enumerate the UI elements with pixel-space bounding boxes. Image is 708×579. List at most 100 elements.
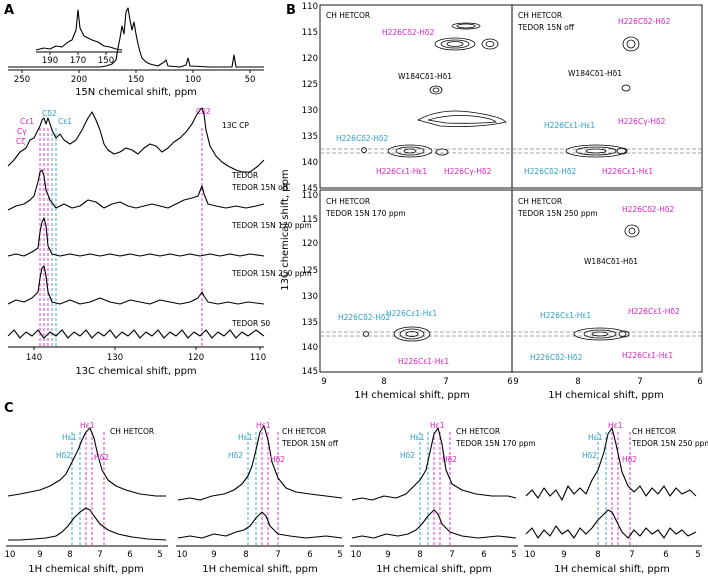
b-y-tick: 125 bbox=[302, 80, 318, 90]
b-x-tick: 8 bbox=[575, 377, 580, 387]
b-subpanel-3: CH HETCOR TEDOR 15N 170 ppm H226Cδ2-Hδ2 … bbox=[319, 189, 513, 373]
b2-label: H226Cδ2-Hδ2 bbox=[524, 167, 576, 176]
c-tick: 7 bbox=[97, 550, 102, 560]
b-y-tick: 145 bbox=[302, 184, 318, 194]
c13-axis: 140 130 120 110 13C chemical shift, ppm bbox=[8, 346, 266, 377]
c-subpanel-4: Hε1 Hε1 Hδ2 Hδ2 CH HETCOR TEDOR 15N 250 … bbox=[524, 421, 708, 547]
b4-label: H226Cε1-Hε1 bbox=[540, 311, 591, 320]
b-y-tick: 145 bbox=[302, 367, 318, 377]
c3-title1: CH HETCOR bbox=[456, 427, 500, 436]
b-y-tick: 115 bbox=[302, 28, 318, 38]
c13-trace-tedor-off: TEDOR TEDOR 15N off bbox=[7, 169, 289, 211]
c3-hd2-cyan: Hδ2 bbox=[400, 451, 415, 460]
c1-title1: CH HETCOR bbox=[110, 427, 154, 436]
b4-label: H226Cε1-Hε1 bbox=[622, 351, 673, 360]
c-subpanel-2: Hε1 Hε1 Hδ2 Hδ2 CH HETCOR TEDOR 15N off bbox=[176, 421, 344, 547]
c-tick: 6 bbox=[663, 550, 668, 560]
b1-title: CH HETCOR bbox=[326, 11, 370, 20]
b3-label: H226Cε1-Hε1 bbox=[398, 357, 449, 366]
c-tick: 8 bbox=[67, 550, 72, 560]
n15-tick: 50 bbox=[245, 75, 256, 85]
c3-title2: TEDOR 15N 170 ppm bbox=[455, 439, 536, 448]
trace-label-tedor-off-1: TEDOR bbox=[231, 171, 258, 180]
c4-he1-cyan: Hε1 bbox=[588, 433, 603, 442]
c4-hd2-cyan: Hδ2 bbox=[582, 451, 597, 460]
b2-label: H226Cδ2-Hδ2 bbox=[618, 17, 670, 26]
b4-label: H226Cδ2-Hδ2 bbox=[530, 353, 582, 362]
c-tick: 10 bbox=[5, 550, 16, 560]
b3-title2: TEDOR 15N 170 ppm bbox=[325, 209, 406, 218]
b-x-tick: 8 bbox=[381, 377, 386, 387]
c3-he1-cyan: Hε1 bbox=[410, 433, 425, 442]
b-x-tick: 7 bbox=[443, 377, 448, 387]
b4-title1: CH HETCOR bbox=[518, 197, 562, 206]
inset-tick: 170 bbox=[70, 56, 86, 66]
c2-title1: CH HETCOR bbox=[282, 427, 326, 436]
b-y-tick: 120 bbox=[302, 54, 318, 64]
b2-title1: CH HETCOR bbox=[518, 11, 562, 20]
b-y-tick: 110 bbox=[302, 191, 318, 201]
b2-label: H226Cε1-Hε1 bbox=[602, 167, 653, 176]
c-x-axes: 10 9 8 7 6 5 1H chemical shift, ppm 10 9… bbox=[5, 550, 701, 575]
c13-tick: 130 bbox=[107, 353, 123, 363]
c13-peak-labels: Cε1 Cγ Cζ Cδ2 Cε1 Cδ2 bbox=[16, 107, 211, 146]
b-y-tick: 135 bbox=[302, 318, 318, 328]
trace-label-tedor-170: TEDOR 15N 170 ppm bbox=[231, 221, 312, 230]
c-tick: 10 bbox=[351, 550, 362, 560]
b4-label: W184Cδ1-Hδ1 bbox=[584, 257, 638, 266]
b2-label: H226Cγ-Hδ2 bbox=[618, 117, 666, 126]
c1-hd2-cyan: Hδ2 bbox=[56, 451, 71, 460]
c13-tick: 110 bbox=[250, 353, 266, 363]
trace-label-cp: 13C CP bbox=[222, 121, 249, 130]
b-x-tick: 7 bbox=[637, 377, 642, 387]
b1-label: H226Cδ2-Hδ2 bbox=[336, 134, 388, 143]
b1-label: W184Cδ1-Hδ1 bbox=[398, 72, 452, 81]
n15-tick: 150 bbox=[128, 75, 144, 85]
c-tick: 6 bbox=[481, 550, 486, 560]
trace-label-tedor-off: TEDOR 15N off bbox=[231, 183, 289, 192]
c4-title2: TEDOR 15N 250 ppm bbox=[631, 439, 708, 448]
n15-tick: 100 bbox=[185, 75, 201, 85]
c2-hd2-cyan: Hδ2 bbox=[228, 451, 243, 460]
b-y-tick: 120 bbox=[302, 239, 318, 249]
c4-title1: CH HETCOR bbox=[632, 427, 676, 436]
c-tick: 6 bbox=[307, 550, 312, 560]
b1-label: H226Cδ2-Hδ2 bbox=[382, 28, 434, 37]
c2-he1: Hε1 bbox=[256, 421, 271, 430]
c13-tick: 120 bbox=[188, 353, 204, 363]
label-ce1-cyan: Cε1 bbox=[58, 117, 72, 126]
c2-title2: TEDOR 15N off bbox=[281, 439, 339, 448]
trace-label-tedor-s0: TEDOR S0 bbox=[231, 319, 270, 328]
b-x-axis-label: 1H chemical shift, ppm bbox=[354, 390, 470, 401]
c-tick: 8 bbox=[243, 550, 248, 560]
c1-hd2: Hδ2 bbox=[94, 453, 109, 462]
b-subpanel-2: CH HETCOR TEDOR 15N off H226Cδ2-Hδ2 W184… bbox=[511, 4, 703, 189]
c-tick: 5 bbox=[695, 550, 700, 560]
c-tick: 7 bbox=[275, 550, 280, 560]
c-tick: 9 bbox=[37, 550, 42, 560]
b4-label: H226Cδ2-Hδ2 bbox=[622, 205, 674, 214]
c3-hd2: Hδ2 bbox=[442, 455, 457, 464]
n15-tick: 250 bbox=[14, 75, 30, 85]
n15-ticks: 250 200 150 100 50 bbox=[14, 70, 256, 85]
c-subpanel-1: Hε1 Hε1 Hδ2 Hδ2 CH HETCOR bbox=[6, 421, 168, 547]
c-axis-label: 1H chemical shift, ppm bbox=[28, 564, 144, 575]
b-y-tick: 140 bbox=[302, 158, 318, 168]
c-tick: 5 bbox=[337, 550, 342, 560]
b-y-axis-label: 13C chemical shift, ppm bbox=[280, 169, 291, 290]
b3-label: H226Cε1-Hε1 bbox=[386, 309, 437, 318]
b1-label: H226Cγ-Hδ2 bbox=[444, 167, 492, 176]
b2-label: W184Cδ1-Hδ1 bbox=[568, 69, 622, 78]
c13-trace-tedor-170: TEDOR 15N 170 ppm bbox=[7, 217, 312, 257]
b-y-tick: 140 bbox=[302, 343, 318, 353]
label-cd2-cyan: Cδ2 bbox=[42, 109, 57, 118]
c-tick: 9 bbox=[385, 550, 390, 560]
b3-title1: CH HETCOR bbox=[326, 197, 370, 206]
n15-tick: 200 bbox=[71, 75, 87, 85]
b-y-tick: 135 bbox=[302, 132, 318, 142]
c-axis-label: 1H chemical shift, ppm bbox=[554, 564, 670, 575]
label-ce1: Cε1 bbox=[20, 117, 34, 126]
panel-c-label: C bbox=[4, 401, 14, 416]
b2-label: H226Cε1-Hε1 bbox=[544, 121, 595, 130]
